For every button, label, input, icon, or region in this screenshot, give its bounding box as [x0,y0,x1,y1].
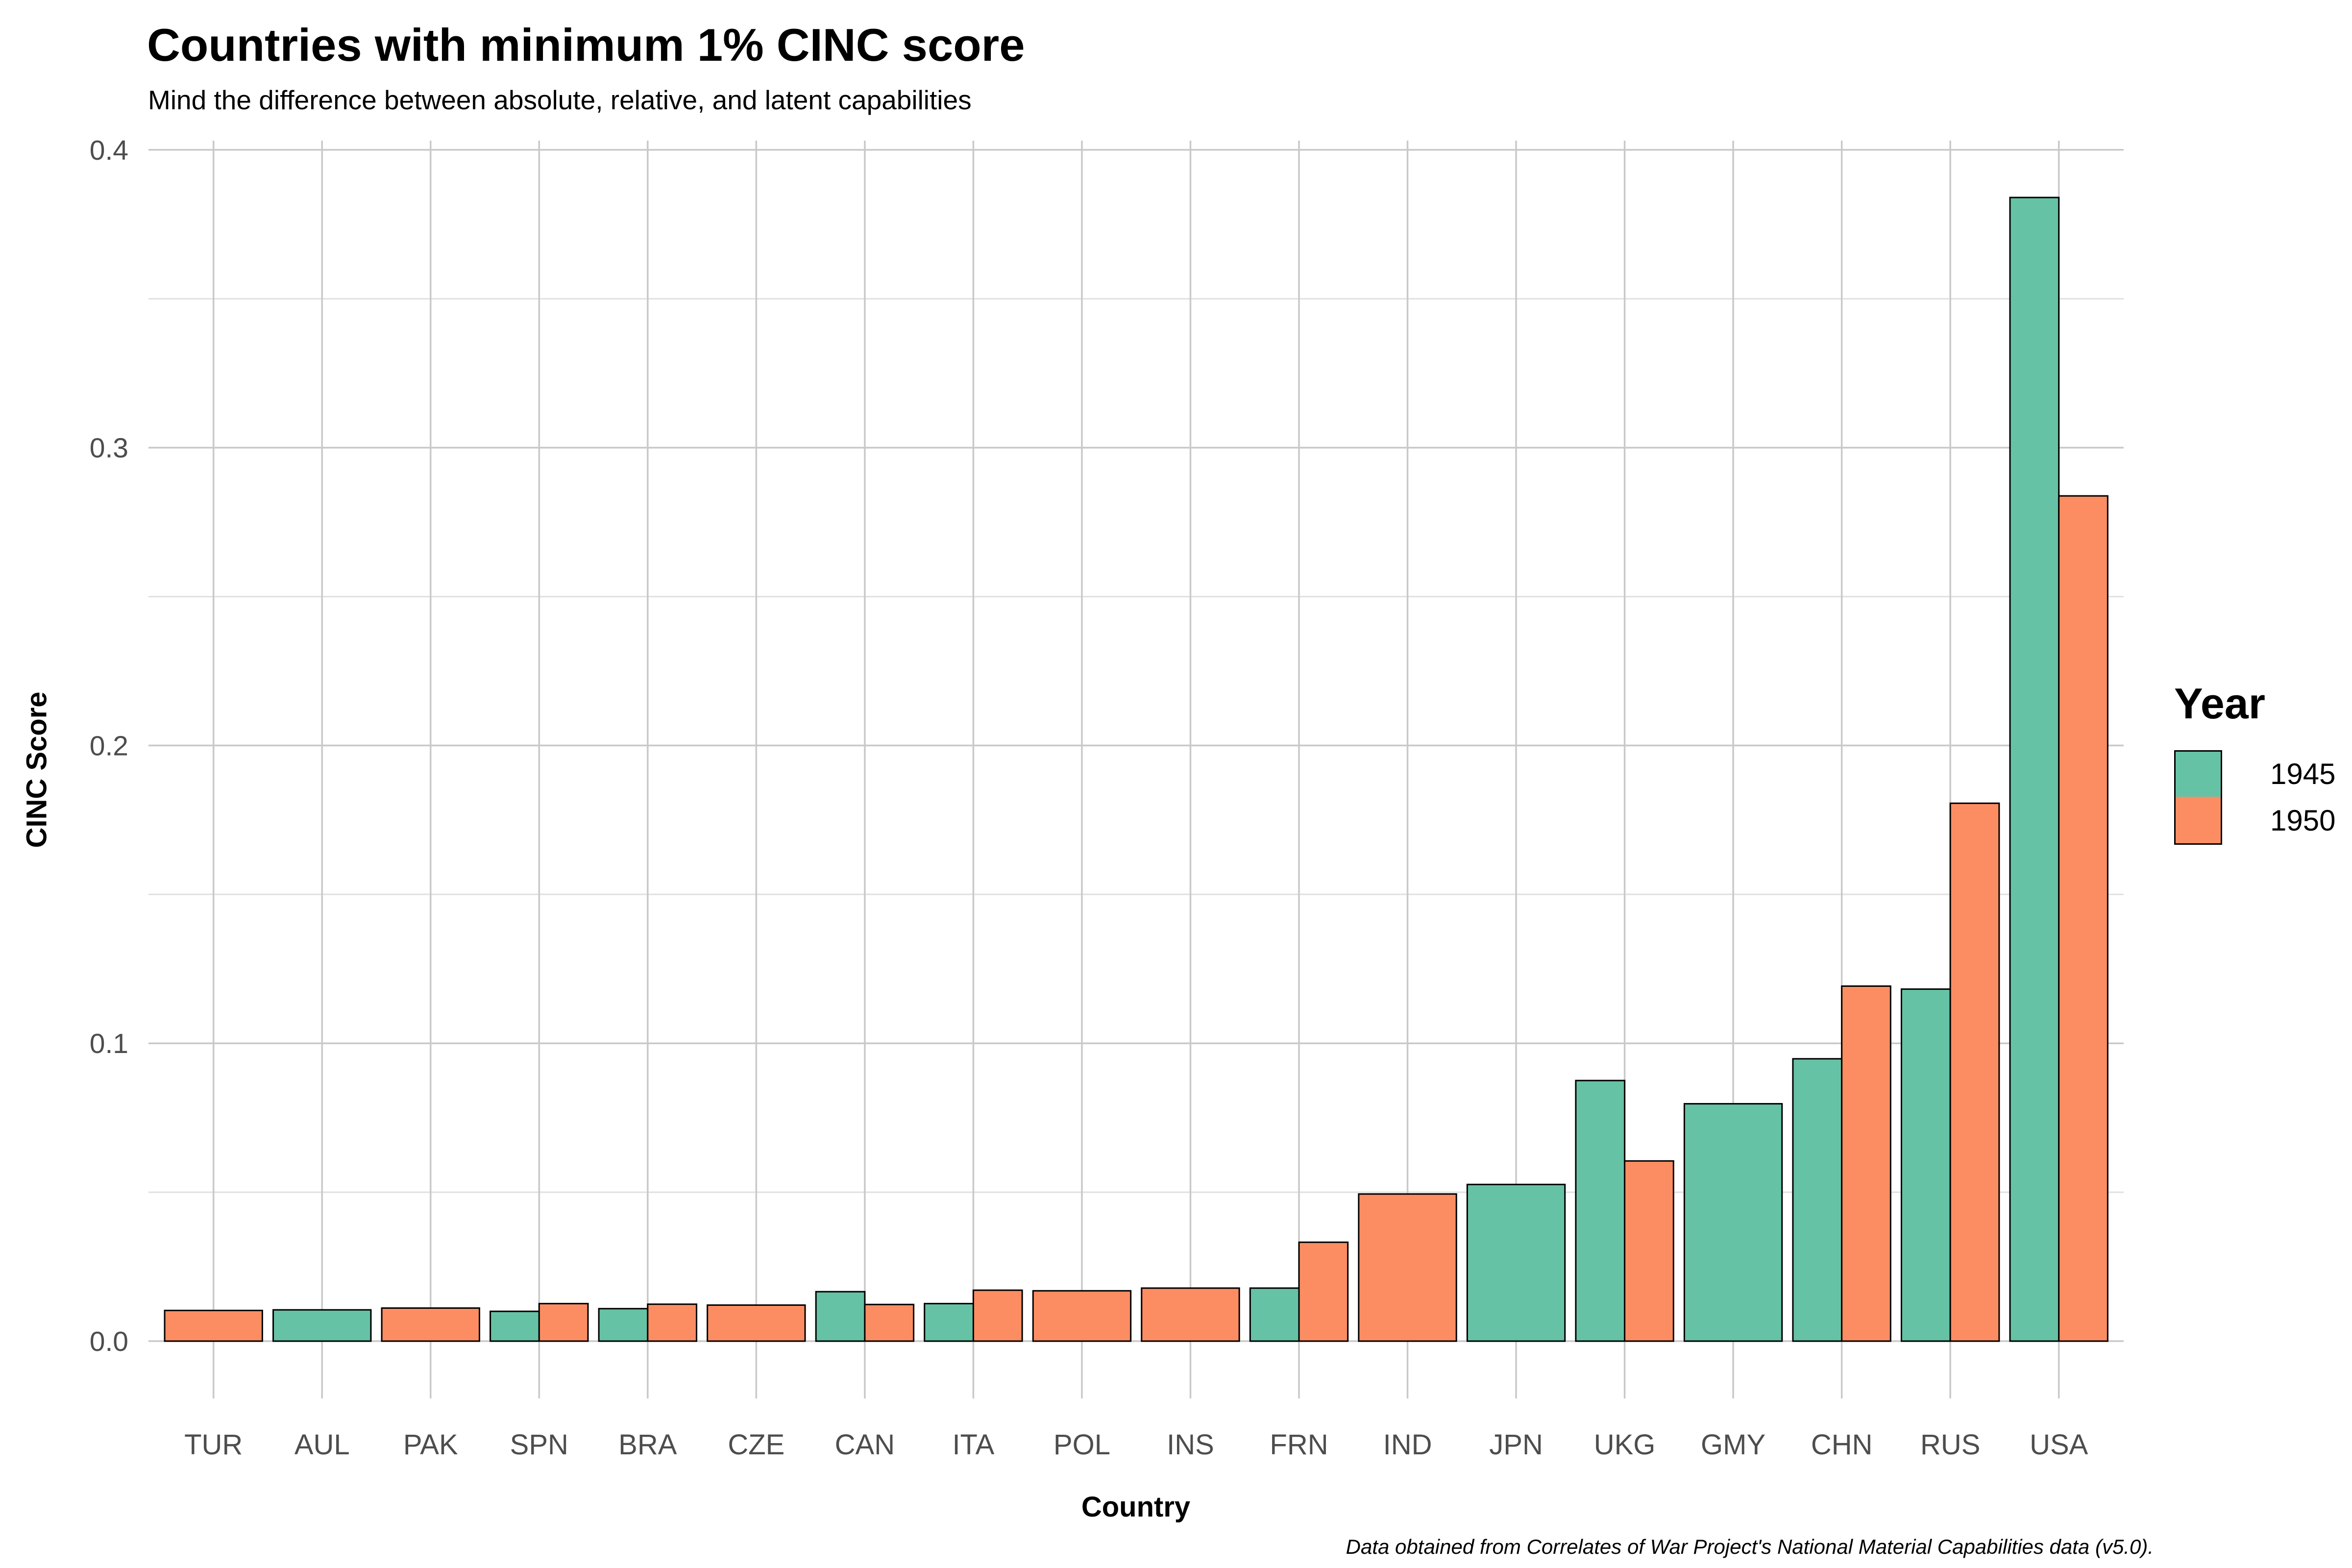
bar-1950-SPN [538,1302,589,1342]
y-tick-label-0.3: 0.3 [90,433,128,464]
bar-1950-INS [1141,1287,1240,1342]
bar-1945-ITA [924,1302,974,1342]
bar-1950-FRN [1298,1241,1349,1342]
x-axis-title: Country [1081,1491,1191,1523]
x-tick-label-ITA: ITA [952,1429,994,1461]
bar-1950-CHN [1841,985,1891,1342]
x-tick-label-GMY: GMY [1701,1429,1765,1461]
bar-1950-TUR [164,1309,263,1342]
bar-1945-FRN [1249,1287,1300,1342]
bar-1950-ITA [972,1289,1023,1342]
x-tick-label-CZE: CZE [728,1429,784,1461]
x-tick-label-AUL: AUL [294,1429,350,1461]
y-tick-label-0.0: 0.0 [90,1326,128,1357]
legend-swatch-1945 [2174,750,2222,798]
bar-1950-IND [1358,1193,1457,1342]
x-tick-label-CHN: CHN [1811,1429,1873,1461]
bar-1950-UKG [1624,1160,1674,1342]
x-tick-label-CAN: CAN [835,1429,895,1461]
legend-label-1945: 1945 [2270,758,2336,790]
bar-1950-USA [2058,495,2108,1342]
bar-1950-CZE [707,1304,806,1342]
bar-1945-JPN [1466,1183,1566,1342]
bar-1945-BRA [598,1308,649,1342]
bar-1945-RUS [1900,988,1951,1342]
legend-swatch-1950 [2174,796,2222,845]
chart-caption: Data obtained from Correlates of War Pro… [1346,1535,2154,1558]
x-tick-label-IND: IND [1383,1429,1432,1461]
x-tick-label-SPN: SPN [510,1429,568,1461]
x-tick-label-BRA: BRA [618,1429,677,1461]
legend-label-1950: 1950 [2270,804,2336,837]
y-tick-label-0.1: 0.1 [90,1028,128,1059]
bar-1945-UKG [1575,1079,1626,1342]
bar-1945-USA [2009,196,2060,1342]
legend-entry-1945: 1945 [2174,750,2336,798]
x-tick-label-FRN: FRN [1270,1429,1328,1461]
x-tick-label-UKG: UKG [1594,1429,1656,1461]
legend-entry-1950: 1950 [2174,796,2336,845]
legend: Year 1945 1950 [2174,679,2336,845]
y-tick-label-0.2: 0.2 [90,730,128,761]
bar-1950-CAN [864,1303,915,1342]
x-tick-label-USA: USA [2030,1429,2088,1461]
bar-1945-SPN [490,1310,540,1342]
x-tick-label-JPN: JPN [1489,1429,1543,1461]
bar-1950-PAK [381,1307,480,1342]
x-tick-label-PAK: PAK [403,1429,458,1461]
chart-title: Countries with minimum 1% CINC score [147,19,1025,71]
bar-1945-GMY [1683,1103,1783,1342]
y-axis-title: CINC Score [21,691,53,848]
legend-title: Year [2174,679,2265,728]
x-tick-label-INS: INS [1167,1429,1214,1461]
bar-1945-AUL [272,1309,372,1342]
bar-1950-BRA [647,1303,698,1342]
y-tick-label-0.4: 0.4 [90,135,128,166]
bar-1945-CAN [815,1291,866,1342]
x-tick-label-POL: POL [1054,1429,1110,1461]
x-tick-label-TUR: TUR [184,1429,243,1461]
chart-subtitle: Mind the difference between absolute, re… [148,85,972,115]
bar-1950-POL [1032,1290,1132,1342]
bar-1945-CHN [1792,1058,1843,1342]
x-tick-label-RUS: RUS [1920,1429,1980,1461]
bar-1950-RUS [1949,802,2000,1342]
